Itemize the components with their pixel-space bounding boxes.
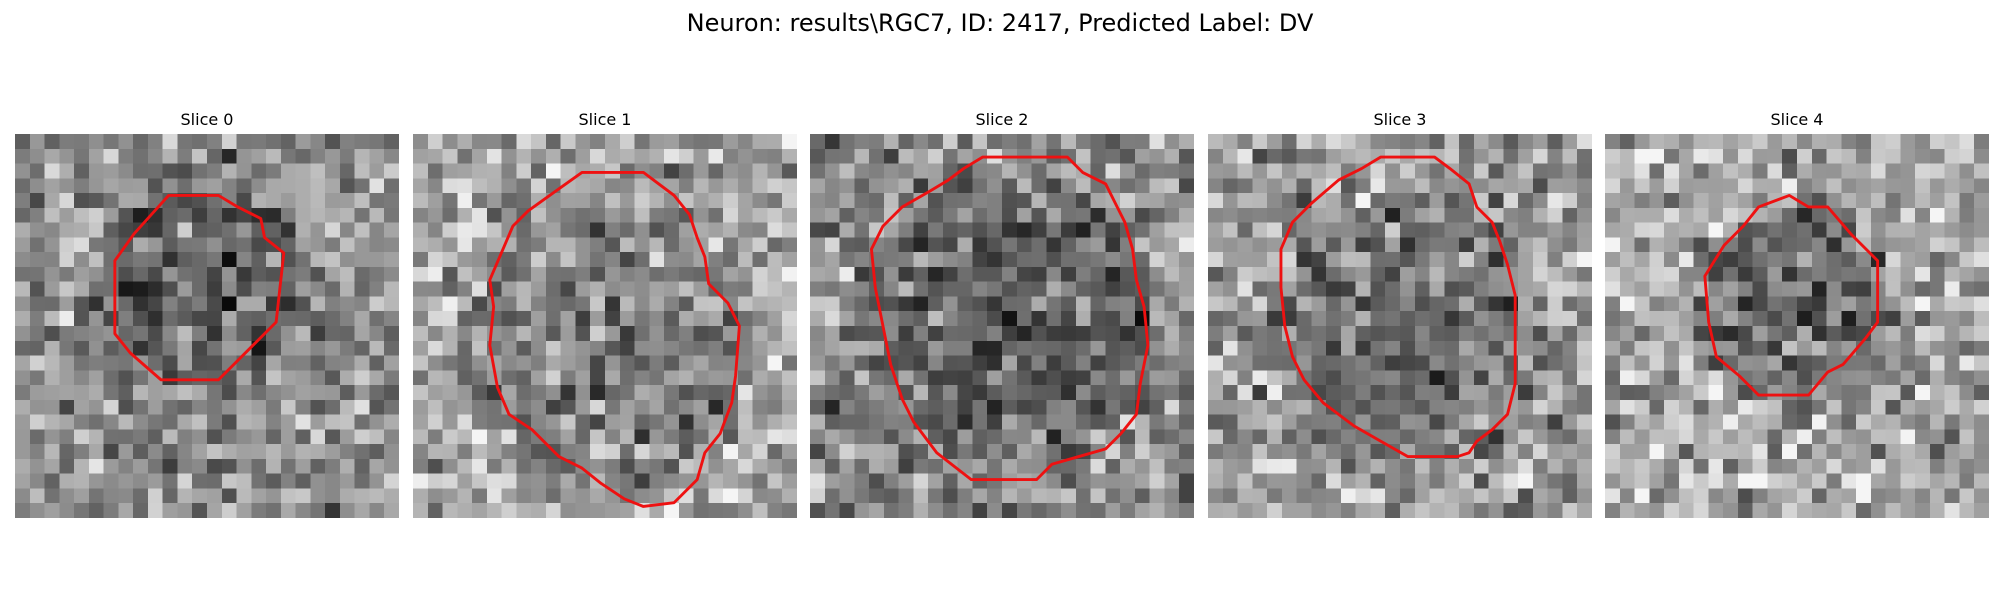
slice-image-4: [1605, 134, 1989, 518]
slice-panel-3: Slice 3: [1208, 110, 1592, 520]
slice-title-1: Slice 1: [578, 110, 632, 129]
slice-panel-4: Slice 4: [1605, 110, 1989, 520]
slice-panel-0: Slice 0: [15, 110, 399, 520]
contour-outline: [1279, 155, 1517, 458]
pixel-grid: [413, 134, 797, 518]
contour-outline: [113, 194, 286, 382]
pixel-grid: [1208, 134, 1592, 518]
slice-image-1: [413, 134, 797, 518]
contour-outline: [1703, 194, 1880, 397]
contour-outline: [870, 155, 1150, 482]
slice-image-0: [15, 134, 399, 518]
slice-panel-2: Slice 2: [810, 110, 1194, 520]
slice-image-3: [1208, 134, 1592, 518]
slice-title-0: Slice 0: [180, 110, 234, 129]
slice-title-3: Slice 3: [1373, 110, 1427, 129]
slice-title-2: Slice 2: [975, 110, 1029, 129]
slice-title-4: Slice 4: [1770, 110, 1824, 129]
pixel-grid: [1605, 134, 1989, 518]
contour-outline: [488, 170, 741, 508]
slice-image-2: [810, 134, 1194, 518]
pixel-grid: [810, 134, 1194, 518]
pixel-grid: [15, 134, 399, 518]
slice-panel-1: Slice 1: [413, 110, 797, 520]
figure-title: Neuron: results\RGC7, ID: 2417, Predicte…: [686, 9, 1314, 37]
